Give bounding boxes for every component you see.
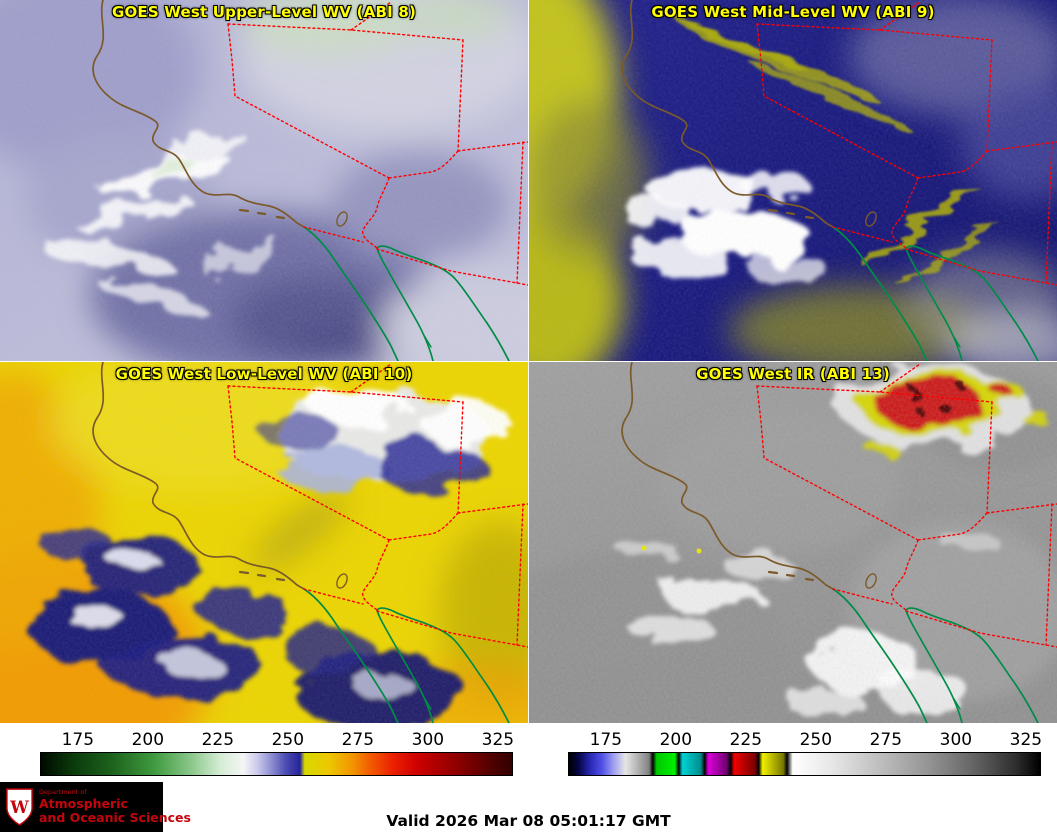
wv-colorbar-gradient [40,752,513,776]
cbar-tick: 300 [939,730,973,750]
logo-dept-prefix: Department of [39,788,87,797]
crest-letter: W [9,798,29,817]
cbar-tick: 325 [481,730,515,750]
uw-crest-icon: W [6,788,33,826]
cbar-tick: 250 [799,730,833,750]
valid-time: Valid 2026 Mar 08 05:01:17 GMT [386,812,671,830]
cbar-tick: 325 [1009,730,1043,750]
ir-colorbar-gradient [568,752,1041,776]
colorbar-row: 175 200 225 250 275 300 325 175 200 225 … [0,729,1057,776]
cbar-tick: 275 [869,730,903,750]
cbar-tick: 275 [341,730,375,750]
cbar-tick: 300 [411,730,445,750]
cbar-tick: 200 [659,730,693,750]
logo-line-1: Atmospheric [39,795,128,811]
panel-mid-level-wv: GOES West Mid-Level WV (ABI 9) [529,0,1057,361]
cbar-tick: 250 [271,730,305,750]
cbar-tick: 225 [201,730,235,750]
satellite-image-mid-wv [529,0,1057,361]
cbar-tick: 200 [131,730,165,750]
panel-ir: GOES West IR (ABI 13) [529,362,1057,723]
quad-panel-grid: GOES West Upper-Level WV (ABI 8) [0,0,1057,723]
panel-low-level-wv: GOES West Low-Level WV (ABI 10) [0,362,528,723]
cbar-tick: 175 [61,730,95,750]
uw-aos-logo: W Department of Atmospheric and Oceanic … [0,782,191,832]
panel-upper-level-wv: GOES West Upper-Level WV (ABI 8) [0,0,528,361]
cbar-tick: 225 [729,730,763,750]
wv-colorbar-ticks: 175 200 225 250 275 300 325 [40,729,515,752]
satellite-image-upper-wv [0,0,528,361]
logo-line-2: and Oceanic Sciences [39,809,191,825]
logo-text: Department of Atmospheric and Oceanic Sc… [39,788,191,825]
satellite-image-ir [529,362,1057,723]
ir-colorbar: 175 200 225 250 275 300 325 [568,729,1043,776]
cbar-tick: 175 [589,730,623,750]
ir-colorbar-ticks: 175 200 225 250 275 300 325 [568,729,1043,752]
satellite-image-low-wv [0,362,528,723]
footer: W Department of Atmospheric and Oceanic … [0,781,1057,836]
wv-colorbar: 175 200 225 250 275 300 325 [40,729,515,776]
